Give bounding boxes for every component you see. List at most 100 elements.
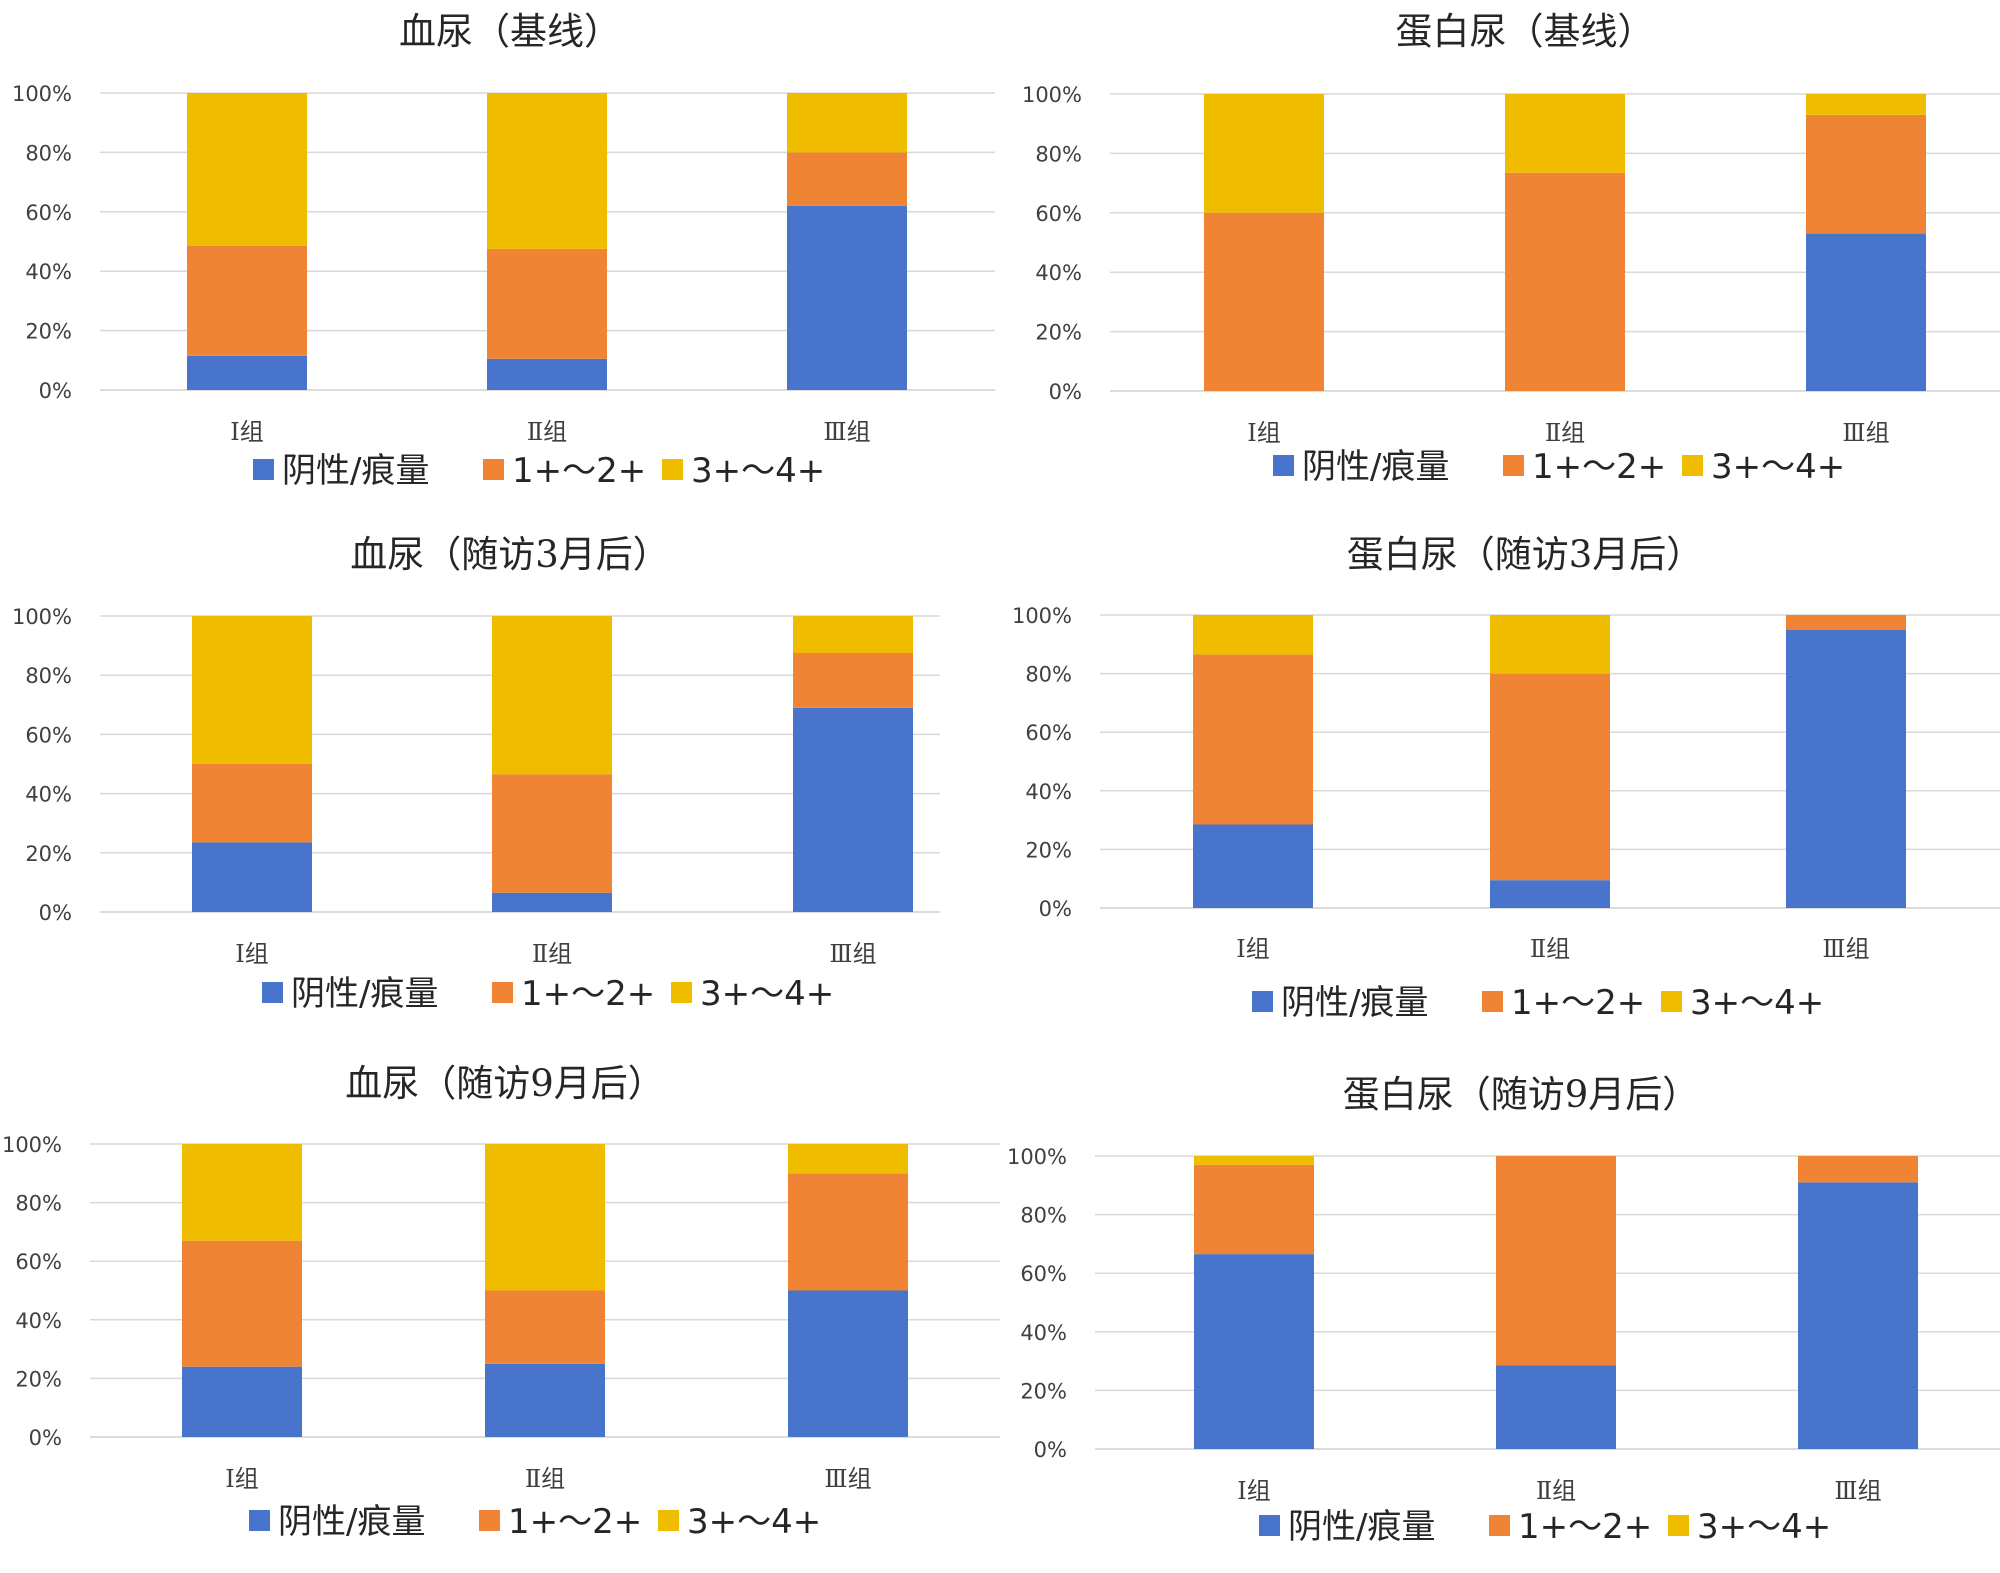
bar-segment [788, 1173, 908, 1291]
y-tick-label: 60% [25, 201, 72, 225]
bar-segment [1204, 94, 1324, 213]
legend-swatch [1489, 1515, 1510, 1536]
bar-segment [487, 248, 607, 359]
legend: 阴性/痕量 1+～2+ 3+～4+ [262, 974, 834, 1014]
legend-swatch [483, 459, 504, 480]
y-tick-label: 0% [1049, 380, 1082, 404]
category-label: Ⅰ组 [1247, 419, 1280, 447]
legend-label: 阴性/痕量 [1302, 447, 1449, 487]
y-tick-label: 100% [1022, 83, 1082, 107]
bar-segment [1204, 212, 1324, 391]
bar-segment [485, 1144, 605, 1291]
category-label: Ⅱ组 [532, 940, 572, 968]
legend-swatch [1682, 455, 1703, 476]
legend-swatch [253, 459, 274, 480]
bar-segment [492, 616, 612, 775]
bar-segment [1505, 94, 1625, 173]
y-tick-label: 20% [1035, 321, 1082, 345]
legend-label: 1+～2+ [521, 974, 655, 1014]
y-tick-label: 40% [15, 1309, 62, 1333]
bar-segment [1194, 1254, 1314, 1449]
y-tick-label: 60% [1035, 202, 1082, 226]
y-tick-label: 80% [15, 1192, 62, 1216]
y-tick-label: 80% [1025, 663, 1072, 687]
bar-segment [182, 1240, 302, 1367]
legend-swatch [1668, 1515, 1689, 1536]
y-tick-label: 60% [15, 1250, 62, 1274]
y-tick-label: 80% [25, 141, 72, 165]
bar-segment [1806, 233, 1926, 391]
category-label: Ⅱ组 [1536, 1477, 1576, 1505]
bar-segment [187, 245, 307, 356]
legend-swatch [662, 459, 683, 480]
bar-segment [1193, 824, 1313, 908]
bar-segment [1786, 615, 1906, 630]
y-tick-label: 100% [12, 605, 72, 629]
bar-segment [1806, 114, 1926, 234]
y-tick-label: 20% [1025, 838, 1072, 862]
category-label: Ⅲ组 [823, 418, 870, 446]
category-label: Ⅱ组 [1545, 419, 1585, 447]
bar-segment [182, 1366, 302, 1437]
legend-label: 1+～2+ [1511, 983, 1645, 1023]
bar-segment [1786, 629, 1906, 908]
y-tick-label: 80% [1020, 1204, 1067, 1228]
legend-swatch [1252, 991, 1273, 1012]
category-label: Ⅲ组 [1834, 1477, 1881, 1505]
bar-segment [1194, 1164, 1314, 1255]
bar-segment [788, 1144, 908, 1174]
bar-segment [787, 93, 907, 153]
legend-swatch [262, 982, 283, 1003]
bar-segment [1496, 1365, 1616, 1449]
bar-segment [187, 355, 307, 390]
legend-swatch [1503, 455, 1524, 476]
legend: 阴性/痕量 1+～2+ 3+～4+ [1273, 447, 1845, 487]
chart-title: 血尿（随访3月后） [350, 533, 670, 576]
category-label: Ⅲ组 [829, 940, 876, 968]
legend-swatch [1482, 991, 1503, 1012]
bar-segment [492, 892, 612, 912]
legend-label: 阴性/痕量 [282, 451, 429, 491]
legend-label: 1+～2+ [1532, 447, 1666, 487]
category-label: Ⅰ组 [1237, 1477, 1270, 1505]
bar-segment [793, 653, 913, 708]
bar-segment [1496, 1156, 1616, 1366]
bar-segment [487, 358, 607, 390]
y-tick-label: 40% [25, 783, 72, 807]
chart-title: 蛋白尿（随访3月后） [1347, 533, 1704, 576]
bar-segment [788, 1290, 908, 1437]
legend: 阴性/痕量 1+～2+ 3+～4+ [249, 1502, 821, 1542]
y-tick-label: 20% [15, 1367, 62, 1391]
y-tick-label: 60% [1020, 1262, 1067, 1286]
y-tick-label: 80% [1035, 142, 1082, 166]
y-tick-label: 100% [12, 82, 72, 106]
bar-segment [192, 764, 312, 843]
y-tick-label: 20% [1020, 1379, 1067, 1403]
category-label: Ⅲ组 [824, 1465, 871, 1493]
y-tick-label: 100% [1007, 1145, 1067, 1169]
bar-segment [1798, 1156, 1918, 1183]
category-label: Ⅲ组 [1822, 935, 1869, 963]
bar-segment [1798, 1182, 1918, 1449]
legend-label: 3+～4+ [1690, 983, 1824, 1023]
category-label: Ⅱ组 [527, 418, 567, 446]
category-label: Ⅰ组 [225, 1465, 258, 1493]
y-tick-label: 60% [25, 723, 72, 747]
category-label: Ⅰ组 [235, 940, 268, 968]
y-tick-label: 80% [25, 664, 72, 688]
legend-label: 阴性/痕量 [1288, 1507, 1435, 1547]
y-tick-label: 100% [2, 1133, 62, 1157]
bar-segment [787, 205, 907, 390]
legend-swatch [249, 1510, 270, 1531]
y-tick-label: 100% [1012, 604, 1072, 628]
chart-title: 蛋白尿（基线） [1396, 10, 1655, 53]
y-tick-label: 40% [1025, 780, 1072, 804]
legend-label: 阴性/痕量 [1281, 983, 1428, 1023]
bar-segment [192, 616, 312, 764]
chart-title: 血尿（随访9月后） [345, 1062, 665, 1105]
legend-swatch [492, 982, 513, 1003]
y-tick-label: 0% [29, 1426, 62, 1450]
